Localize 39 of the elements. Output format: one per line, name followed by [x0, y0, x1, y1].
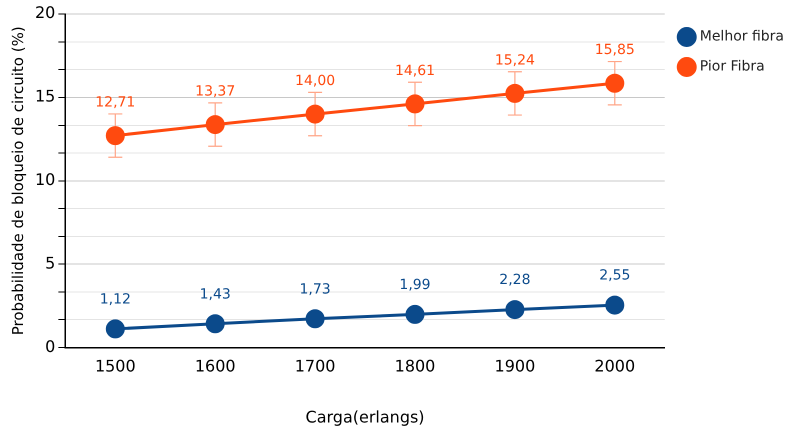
data-label: 14,00: [295, 73, 336, 90]
legend-label: Pior Fibra: [700, 58, 765, 75]
y-axis-title: Probabilidade de bloqueio de circuito (%): [8, 26, 27, 336]
point: [605, 296, 624, 315]
point: [405, 304, 424, 324]
x-tick-label: 1800: [394, 356, 436, 376]
data-label: 13,37: [195, 84, 236, 100]
point: [106, 126, 125, 146]
y-tick-label: 15: [35, 86, 56, 106]
data-label: 1,12: [100, 292, 131, 308]
data-label: 14,61: [394, 62, 436, 79]
point: [306, 104, 325, 124]
x-tick-label: 1500: [94, 356, 136, 376]
point: [206, 115, 225, 134]
point: [405, 94, 424, 114]
y-tick-label: 10: [35, 170, 56, 189]
point: [106, 319, 125, 338]
point: [505, 84, 524, 103]
data-label: 1,43: [200, 286, 231, 302]
y-tick-label: 5: [45, 253, 56, 272]
point: [605, 74, 624, 93]
data-label: 2,28: [499, 272, 530, 288]
data-label: 15,85: [594, 42, 635, 58]
data-label: 1,99: [399, 277, 431, 294]
data-label: 15,24: [494, 52, 536, 68]
x-tick-label: 2000: [594, 356, 636, 376]
y-tick-label: 20: [35, 3, 56, 22]
point: [306, 309, 325, 328]
legend-label: Melhor fibra: [700, 28, 784, 45]
x-axis-title: Carga(erlangs): [306, 408, 425, 427]
data-label: 1,73: [300, 281, 331, 298]
point: [206, 314, 225, 334]
y-tick-label: 0: [45, 336, 56, 356]
data-label: 2,55: [599, 268, 630, 284]
x-tick-label: 1700: [294, 356, 336, 376]
data-label: 12,71: [95, 94, 136, 111]
point: [505, 300, 524, 320]
x-tick-label: 1600: [194, 356, 236, 376]
x-tick-label: 1900: [494, 356, 536, 376]
